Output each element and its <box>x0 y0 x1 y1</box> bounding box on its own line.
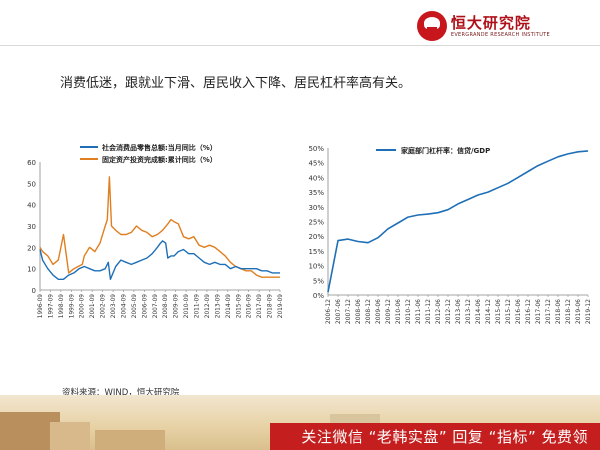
x-tick-label: 2012-06 <box>435 299 442 324</box>
building-illustration <box>50 422 90 450</box>
x-tick-label: 2011-12 <box>425 299 432 324</box>
x-tick-label: 1997-09 <box>48 294 54 319</box>
x-tick-label: 2004-09 <box>121 294 127 319</box>
x-tick-label: 2016-06 <box>515 299 522 324</box>
x-tick-label: 1996-09 <box>38 294 44 319</box>
legend-label: 家庭部门杠杆率：信贷/GDP <box>401 146 490 155</box>
y-tick-label: 0% <box>313 292 324 300</box>
source-note: 资料来源：WIND，恒大研究院 <box>62 388 180 398</box>
x-tick-label: 2012-12 <box>445 299 452 324</box>
retail-fai-chart: 0 10 20 30 40 50 60 1996-09 1997-09 1998-09 1999-0… <box>27 143 283 319</box>
y-tick-label: 0 <box>32 287 36 295</box>
legend-label: 社会消费品零售总额:当月同比（%） <box>101 143 217 152</box>
x-tick-label: 2014-12 <box>485 299 492 324</box>
household-leverage-chart: 0%5%10%15%20%25%30%35%40%45%50%2006-12 20… <box>308 145 592 324</box>
promo-banner-text: 关注微信 “老韩实盘” 回复 “指标” 免费领 <box>301 428 588 446</box>
header-divider <box>0 45 600 46</box>
x-tick-label: 2016-09 <box>247 294 253 319</box>
promo-banner: 关注微信 “老韩实盘” 回复 “指标” 免费领 <box>270 423 600 450</box>
x-tick-label: 2008-09 <box>163 294 169 319</box>
y-tick-label: 40 <box>27 202 36 210</box>
x-tick-label: 2011-09 <box>195 294 201 319</box>
y-tick-label: 10% <box>308 263 324 271</box>
x-tick-label: 2009-09 <box>174 294 180 319</box>
x-tick-label: 2010-12 <box>405 299 412 324</box>
y-tick-label: 30 <box>27 223 36 231</box>
y-tick-label: 60 <box>27 159 36 167</box>
x-tick-label: 2015-06 <box>495 299 502 324</box>
x-tick-label: 2018-06 <box>555 299 562 324</box>
x-tick-label: 2017-06 <box>535 299 542 324</box>
x-tick-label: 2019-09 <box>278 294 283 319</box>
x-tick-label: 2001-09 <box>90 294 96 319</box>
x-tick-label: 2017-09 <box>257 294 263 319</box>
brand-name: 恒大研究院 <box>450 14 531 32</box>
series-line-1 <box>39 176 280 278</box>
y-tick-label: 15% <box>308 248 324 256</box>
x-tick-label: 2015-09 <box>236 294 242 319</box>
x-tick-label: 2005-09 <box>132 294 138 319</box>
x-tick-label: 2019-12 <box>585 299 592 324</box>
x-tick-label: 2013-12 <box>465 299 472 324</box>
x-tick-label: 2014-06 <box>475 299 482 324</box>
x-tick-label: 2016-12 <box>525 299 532 324</box>
y-tick-label: 5% <box>313 277 324 285</box>
y-tick-label: 20 <box>27 244 36 252</box>
x-tick-label: 2010-06 <box>395 299 402 324</box>
brand-logo: 恒大研究院 EVERGRANDE RESEARCH INSTITUTE <box>416 10 550 42</box>
x-tick-label: 2019-06 <box>575 299 582 324</box>
x-tick-label: 2009-12 <box>385 299 392 324</box>
x-tick-label: 2013-06 <box>455 299 462 324</box>
x-tick-label: 2008-12 <box>365 299 372 324</box>
y-tick-label: 30% <box>308 204 324 212</box>
y-tick-label: 10 <box>27 266 36 274</box>
x-tick-label: 2011-06 <box>415 299 422 324</box>
x-tick-label: 2006-12 <box>325 299 332 324</box>
x-tick-label: 2008-06 <box>355 299 362 324</box>
building-illustration <box>95 430 165 450</box>
x-tick-label: 2003-09 <box>111 294 117 319</box>
brand-subtitle: EVERGRANDE RESEARCH INSTITUTE <box>450 32 550 38</box>
x-tick-label: 2000-09 <box>80 294 86 319</box>
y-tick-label: 45% <box>308 160 324 168</box>
x-tick-label: 2010-09 <box>184 294 190 319</box>
slide-headline: 消费低迷，跟就业下滑、居民收入下降、居民杠杆率高有关。 <box>60 76 412 91</box>
series-line-0 <box>327 150 589 293</box>
x-tick-label: 2014-09 <box>226 294 232 319</box>
y-tick-label: 35% <box>308 189 324 197</box>
x-tick-label: 1998-09 <box>59 294 65 319</box>
y-tick-label: 20% <box>308 233 324 241</box>
x-tick-label: 2002-09 <box>101 294 107 319</box>
x-tick-label: 2007-12 <box>345 299 352 324</box>
x-tick-label: 2012-09 <box>205 294 211 319</box>
x-tick-label: 2007-06 <box>335 299 342 324</box>
y-tick-label: 40% <box>308 174 324 182</box>
y-tick-label: 25% <box>308 219 324 227</box>
x-tick-label: 2017-12 <box>545 299 552 324</box>
x-tick-label: 2015-12 <box>505 299 512 324</box>
x-tick-label: 2013-09 <box>215 294 221 319</box>
series-line-0 <box>39 240 280 280</box>
x-tick-label: 2007-09 <box>153 294 159 319</box>
x-tick-label: 2006-09 <box>142 294 148 319</box>
y-tick-label: 50 <box>27 180 36 188</box>
x-tick-label: 2009-06 <box>375 299 382 324</box>
x-tick-label: 1999-09 <box>69 294 75 319</box>
x-tick-label: 2018-12 <box>565 299 572 324</box>
legend-label: 固定资产投资完成额:累计同比（%） <box>102 155 217 164</box>
y-tick-label: 50% <box>308 145 324 153</box>
brand-mark-icon <box>416 11 447 41</box>
x-tick-label: 2018-09 <box>268 294 274 319</box>
